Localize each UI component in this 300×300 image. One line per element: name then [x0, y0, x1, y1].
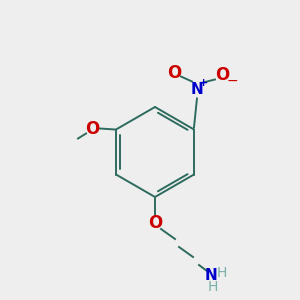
Text: N: N: [205, 268, 218, 283]
Text: N: N: [190, 82, 203, 97]
Text: O: O: [215, 67, 229, 85]
Text: +: +: [199, 79, 208, 88]
Text: O: O: [148, 214, 162, 232]
Text: H: H: [217, 266, 227, 280]
Text: −: −: [226, 74, 238, 88]
Text: O: O: [85, 119, 99, 137]
Text: O: O: [167, 64, 181, 82]
Text: H: H: [208, 280, 218, 294]
